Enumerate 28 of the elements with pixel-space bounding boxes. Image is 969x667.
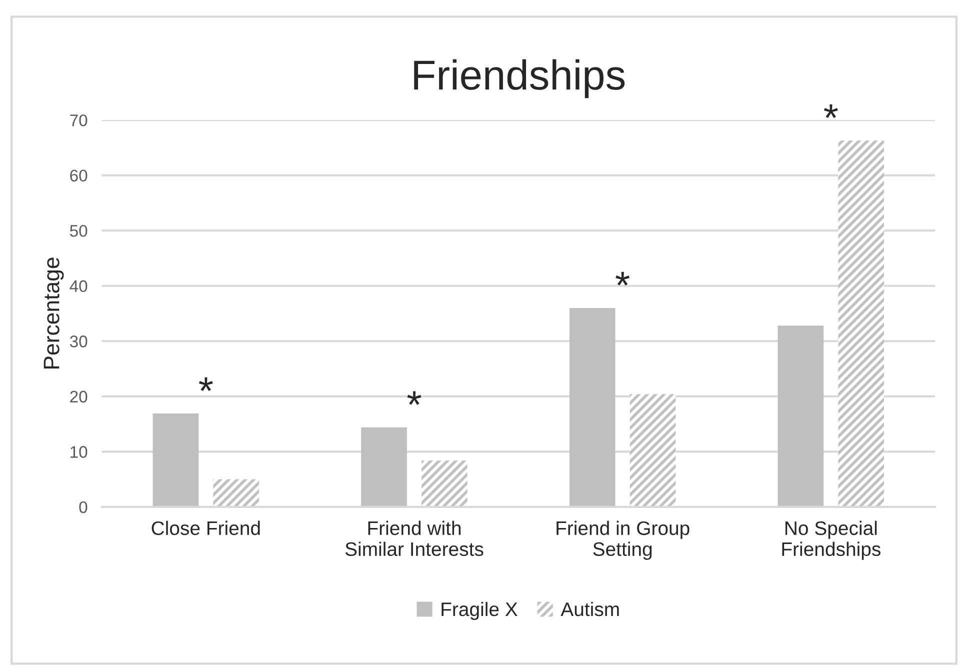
chart-title: Friendships — [414, 59, 625, 98]
bar — [569, 308, 616, 507]
y-tick-label: 0 — [79, 501, 88, 514]
bar — [422, 460, 468, 507]
bar — [838, 140, 884, 507]
x-tick-label: Friend in Group Setting — [556, 520, 690, 560]
x-tick-label: Friend with Similar Interests — [345, 520, 484, 556]
legend-label: Autism — [560, 602, 619, 616]
y-axis-title: Percentage — [44, 258, 64, 368]
y-tick-label: 30 — [70, 336, 88, 348]
annotation: * — [616, 272, 630, 286]
bar — [213, 479, 260, 507]
legend-label: Fragile X — [442, 602, 518, 620]
x-tick-label: Close Friend — [152, 520, 260, 536]
annotation: * — [198, 377, 213, 392]
y-tick-label: 20 — [70, 390, 88, 403]
y-tick-label: 40 — [70, 280, 88, 292]
y-tick-label: 70 — [70, 114, 88, 126]
y-tick-label: 50 — [70, 224, 88, 237]
y-tick-label: 60 — [70, 170, 88, 182]
bar — [152, 414, 199, 507]
bar — [630, 394, 676, 507]
bar — [778, 326, 824, 507]
y-tick-label: 10 — [70, 446, 88, 458]
x-tick-label: No Special Friendships — [782, 520, 880, 560]
annotation: * — [407, 391, 422, 405]
bar — [361, 427, 407, 507]
text: * — [824, 104, 838, 118]
